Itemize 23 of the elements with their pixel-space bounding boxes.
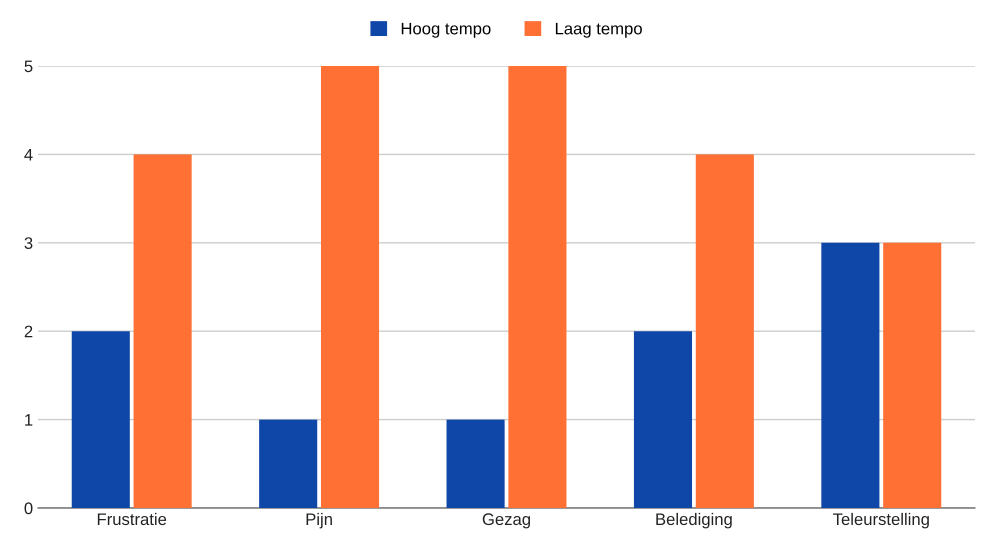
- bar: [634, 331, 692, 508]
- bar: [821, 242, 880, 508]
- bar: [134, 154, 192, 508]
- y-tick-label: 2: [24, 326, 32, 338]
- bar: [446, 420, 505, 508]
- x-tick-label: Gezag: [482, 513, 530, 528]
- y-tick-label: 4: [24, 148, 33, 160]
- y-tick-label: 5: [24, 60, 32, 72]
- legend-label: Laag tempo: [556, 22, 642, 38]
- bar: [259, 420, 318, 508]
- x-tick-label: Pijn: [306, 512, 332, 528]
- bar: [508, 66, 566, 508]
- bar: [883, 242, 942, 508]
- y-tick-label: 3: [24, 237, 32, 250]
- bar: [696, 154, 754, 508]
- x-tick-label: Belediging: [656, 512, 732, 528]
- bar: [320, 66, 380, 508]
- legend-label: Hoog tempo: [402, 22, 491, 38]
- x-tick-label: Teleurstelling: [833, 512, 929, 528]
- y-tick-label: 1: [25, 414, 32, 426]
- bar: [72, 331, 130, 508]
- x-tick-label: Frustratie: [98, 512, 166, 526]
- y-tick-label: 0: [24, 502, 32, 514]
